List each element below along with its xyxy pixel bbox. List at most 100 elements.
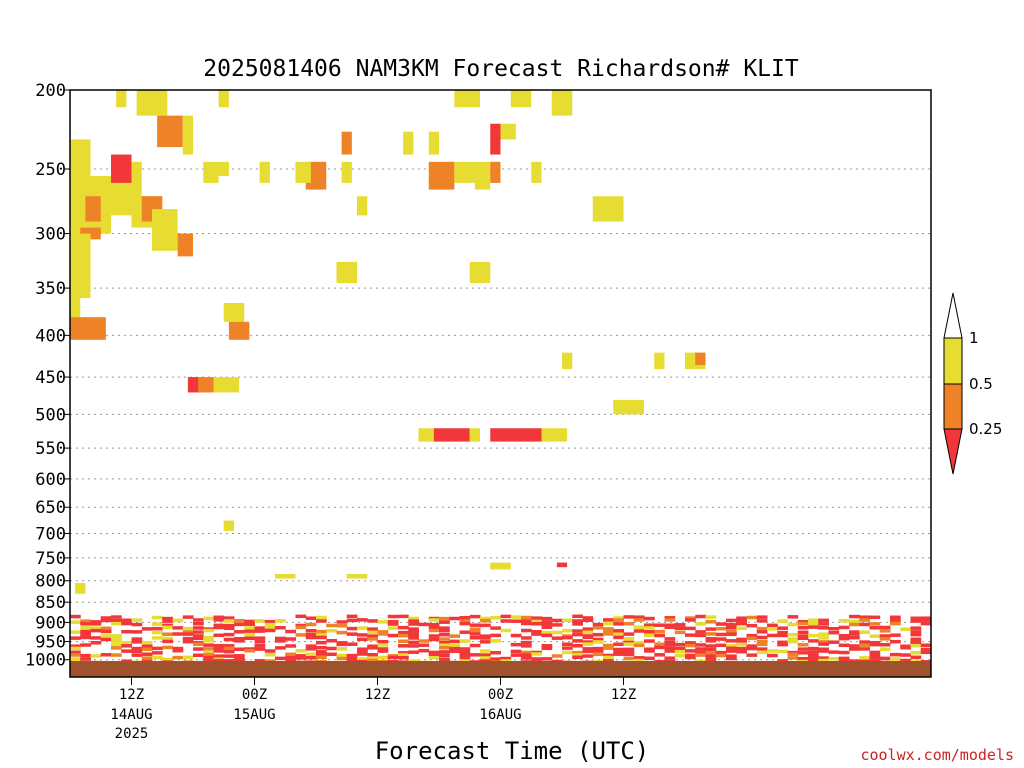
ri-cell — [715, 643, 727, 648]
ri-cell — [285, 652, 296, 657]
x-tick-label: 00Z — [488, 687, 513, 703]
ri-cell — [736, 639, 747, 643]
ri-cell — [428, 634, 440, 638]
ri-cell — [633, 658, 645, 663]
ri-cell — [623, 615, 635, 619]
ri-cell — [234, 622, 245, 627]
ri-cell — [111, 618, 122, 623]
ri-cell — [664, 649, 676, 653]
ri-cell — [234, 657, 245, 661]
ri-cell — [162, 636, 173, 641]
ri-cell — [428, 625, 440, 630]
ri-cell — [556, 562, 568, 568]
ri-cell — [705, 647, 717, 652]
ri-cell — [879, 637, 891, 641]
ri-cell — [223, 616, 235, 620]
ri-cell — [162, 657, 173, 662]
ri-cell — [357, 633, 368, 637]
ri-cell — [100, 618, 112, 623]
ri-cell — [459, 619, 471, 623]
ri-cell — [890, 618, 901, 622]
ri-cell — [726, 649, 737, 653]
ri-cell — [141, 652, 153, 656]
ri-cell — [131, 618, 143, 622]
ri-cell — [90, 636, 102, 640]
ri-cell — [111, 621, 122, 626]
ri-cell — [726, 644, 737, 648]
ri-cell — [562, 650, 573, 655]
ri-cell — [920, 643, 932, 647]
ri-cell — [418, 639, 430, 643]
ri-cell — [490, 650, 501, 655]
ri-cell — [838, 636, 850, 641]
ri-cell — [428, 622, 440, 627]
ri-cell — [408, 644, 419, 648]
ri-cell — [715, 632, 727, 637]
ri-cell — [398, 630, 409, 635]
ri-cell — [500, 614, 512, 619]
ri-cell — [428, 131, 439, 155]
ri-cell — [572, 614, 583, 619]
x-tick-date: 15AUG — [233, 707, 275, 723]
y-tick-label: 800 — [35, 572, 66, 592]
ri-cell — [910, 640, 922, 645]
ri-cell — [654, 642, 665, 647]
ri-cell — [623, 656, 635, 661]
ri-cell — [726, 618, 737, 623]
ri-cell — [234, 654, 245, 658]
ri-cell — [439, 643, 450, 647]
ri-cell — [644, 656, 655, 661]
ri-cell — [223, 520, 234, 531]
ri-cell — [459, 630, 471, 634]
ri-cell — [797, 634, 809, 638]
ri-cell — [521, 640, 532, 645]
ri-cell — [562, 646, 573, 650]
ri-cell — [685, 653, 696, 658]
ri-cell — [285, 629, 296, 634]
ri-cell — [398, 633, 409, 638]
ri-cell — [121, 629, 132, 634]
ri-cell — [80, 629, 91, 634]
y-tick-label: 950 — [35, 633, 66, 653]
ri-cell — [357, 196, 368, 216]
ri-cell — [715, 622, 727, 626]
ri-cell — [787, 632, 799, 637]
ri-cell — [521, 628, 532, 633]
ri-cell — [275, 574, 296, 579]
ri-cell — [767, 623, 778, 628]
ri-cell — [223, 637, 235, 642]
ri-cell — [900, 645, 911, 650]
ri-cell — [428, 618, 440, 622]
ri-cell — [890, 615, 901, 620]
ri-cell — [193, 636, 204, 641]
ri-cell — [469, 653, 481, 657]
ri-cell — [654, 633, 665, 638]
colorbar-bottom-triangle — [943, 428, 963, 475]
ri-cell — [131, 630, 143, 634]
ri-cell — [70, 653, 81, 657]
ri-cell — [244, 622, 255, 626]
ri-cell — [428, 655, 440, 660]
ri-cell — [203, 655, 214, 660]
ri-cell — [264, 625, 276, 630]
ri-cell — [879, 634, 891, 638]
ri-cell — [439, 653, 450, 658]
ri-cell — [808, 625, 819, 629]
ri-cell — [203, 647, 214, 651]
ri-cell — [613, 649, 624, 653]
ri-cell — [695, 630, 706, 634]
ri-cell — [592, 640, 604, 644]
ri-cell — [633, 656, 645, 660]
ri-cell — [275, 646, 286, 650]
ri-cell — [459, 647, 471, 651]
ri-cell — [316, 619, 327, 623]
ri-cell — [141, 647, 153, 652]
x-tick-year: 2025 — [115, 726, 149, 742]
ri-cell — [664, 637, 676, 641]
ri-cell — [469, 627, 481, 631]
ri-cell — [736, 621, 747, 626]
ri-cell — [746, 644, 758, 648]
ri-cell — [890, 621, 901, 626]
ri-cell — [377, 632, 389, 636]
ri-cell — [182, 630, 194, 634]
